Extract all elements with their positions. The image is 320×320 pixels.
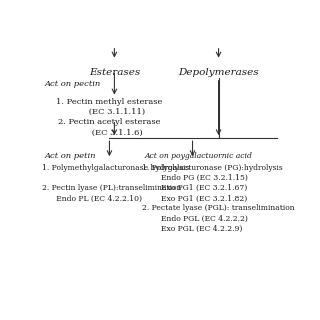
Text: Act on pectin: Act on pectin — [45, 80, 101, 88]
Text: 1. Pectin methyl esterase
      (EC 3.1.1.11)
2. Pectin acetyl esterase
      (E: 1. Pectin methyl esterase (EC 3.1.1.11) … — [56, 98, 163, 137]
Text: Esterases: Esterases — [89, 68, 140, 77]
Text: 1. Polymethylgalacturonase hydrolysis

2. Pectin lyase (PL):transelimination
   : 1. Polymethylgalacturonase hydrolysis 2.… — [43, 164, 190, 202]
Text: Act on petin: Act on petin — [45, 152, 96, 160]
Text: 1. Polygalacturonase (PG):hydrolysis
        Endo PG (EC 3.2.1.15)
        Exo P: 1. Polygalacturonase (PG):hydrolysis End… — [142, 164, 294, 233]
Text: Act on poygalactuornic acid: Act on poygalactuornic acid — [144, 152, 252, 160]
Text: Depolymerases: Depolymerases — [178, 68, 259, 77]
